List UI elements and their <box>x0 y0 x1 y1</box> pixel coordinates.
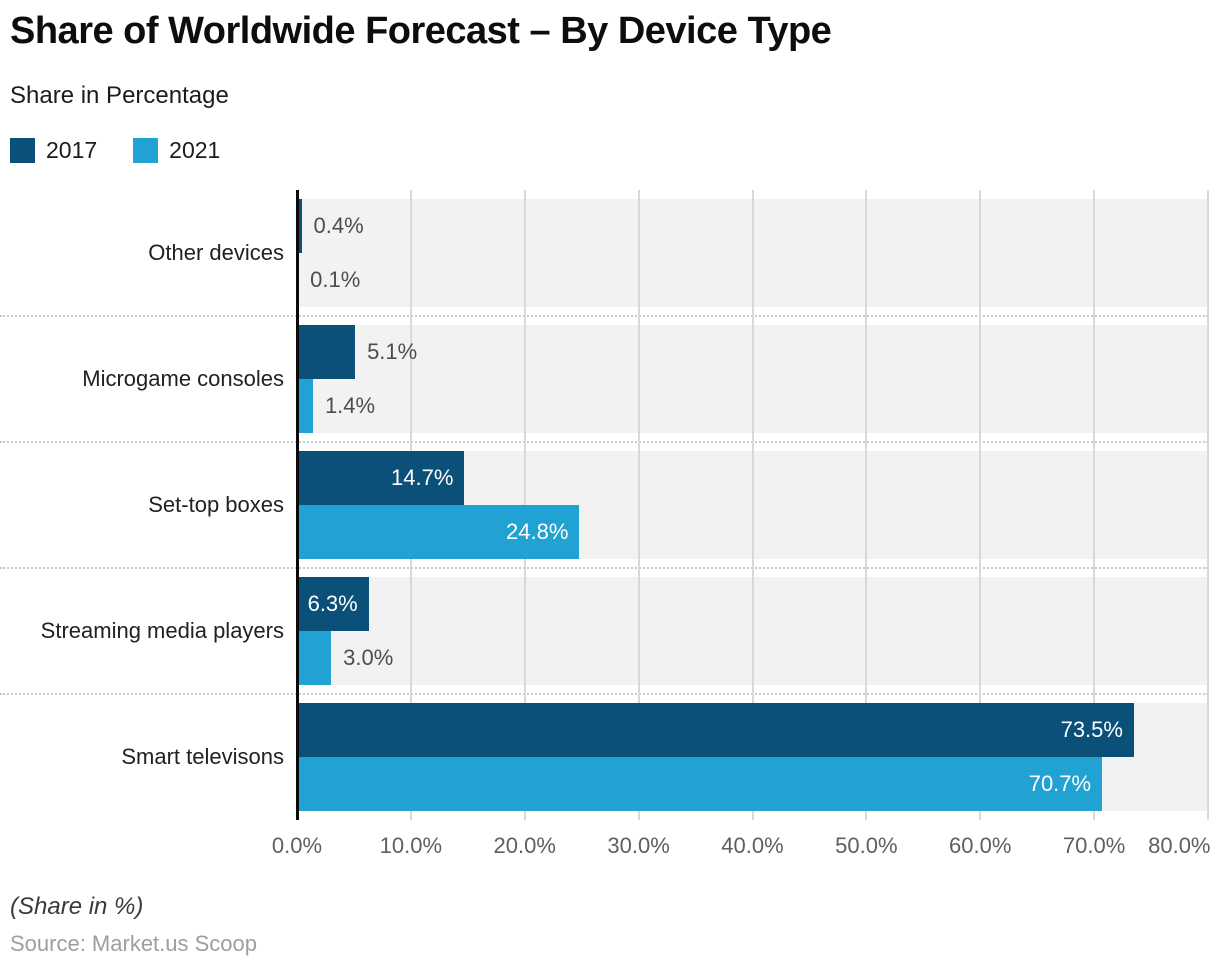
value-label: 5.1% <box>367 339 418 364</box>
category-label: Other devices <box>148 240 284 265</box>
category-row: Smart televisons 73.5% 70.7% <box>121 694 1208 820</box>
bar-2017: 6.3% <box>297 577 369 631</box>
category-label: Set-top boxes <box>148 492 284 517</box>
value-label: 24.8% <box>506 519 569 544</box>
value-label: 1.4% <box>324 393 376 418</box>
chart-subtitle: Share in Percentage <box>10 82 229 109</box>
gridline <box>1093 190 1096 820</box>
value-label: 3.0% <box>343 645 394 670</box>
gridline <box>637 190 640 820</box>
row-separator <box>0 693 1208 695</box>
x-tick-label: 20.0% <box>493 833 556 858</box>
category-label: Smart televisons <box>121 744 284 769</box>
value-label: 0.1% <box>310 267 361 292</box>
legend-label-2021: 2021 <box>169 137 221 163</box>
value-label: 73.5% <box>1060 717 1123 742</box>
x-tick-label: 60.0% <box>949 833 1012 858</box>
x-tick-label: 30.0% <box>607 833 670 858</box>
bar-2017: 73.5% <box>297 703 1134 757</box>
footer-note: (Share in %) <box>10 893 144 920</box>
bar-2021 <box>297 631 332 685</box>
value-label: 6.3% <box>307 591 358 616</box>
bar-2017: 14.7% <box>297 451 465 505</box>
row-separator <box>0 567 1208 569</box>
x-tick-label: 50.0% <box>835 833 898 858</box>
gridline <box>1207 190 1209 820</box>
legend-swatch-2021 <box>133 138 159 163</box>
legend: 2017 2021 <box>10 137 220 164</box>
x-tick-label: 80.0% <box>1148 833 1211 858</box>
legend-item-2021: 2021 <box>133 137 220 164</box>
bar-2021: 70.7% <box>297 757 1103 811</box>
bar-2017 <box>297 325 356 379</box>
gridline <box>979 190 982 820</box>
value-label: 0.4% <box>313 213 364 238</box>
x-tick-label: 0.0% <box>271 833 323 858</box>
bar-2017 <box>297 199 302 253</box>
x-tick-label: 40.0% <box>721 833 784 858</box>
value-label: 70.7% <box>1028 771 1092 796</box>
bar-2021: 24.8% <box>297 505 580 559</box>
category-label: Streaming media players <box>40 618 284 643</box>
legend-swatch-2017 <box>10 138 35 163</box>
bar-2021 <box>297 379 313 433</box>
legend-label-2017: 2017 <box>46 137 98 163</box>
row-separator <box>0 315 1208 317</box>
x-axis: 0.0% 10.0% 20.0% 30.0% 40.0% 50.0% 60.0% 70.0% 8… <box>272 833 1211 863</box>
chart-title: Share of Worldwide Forecast – By Device … <box>10 10 832 52</box>
legend-item-2017: 2017 <box>10 137 97 164</box>
y-axis-line <box>296 190 299 820</box>
plot-area: Other devices 0.4% 0.1% Microgame consoles 5… <box>0 190 1209 820</box>
x-tick-label: 70.0% <box>1062 833 1126 858</box>
gridline <box>865 190 868 820</box>
footer-source: Source: Market.us Scoop <box>10 931 258 956</box>
row-separator <box>0 441 1208 443</box>
x-tick-label: 10.0% <box>379 833 443 858</box>
gridline <box>751 190 754 820</box>
category-label: Microgame consoles <box>82 366 284 391</box>
value-label: 14.7% <box>391 465 454 490</box>
